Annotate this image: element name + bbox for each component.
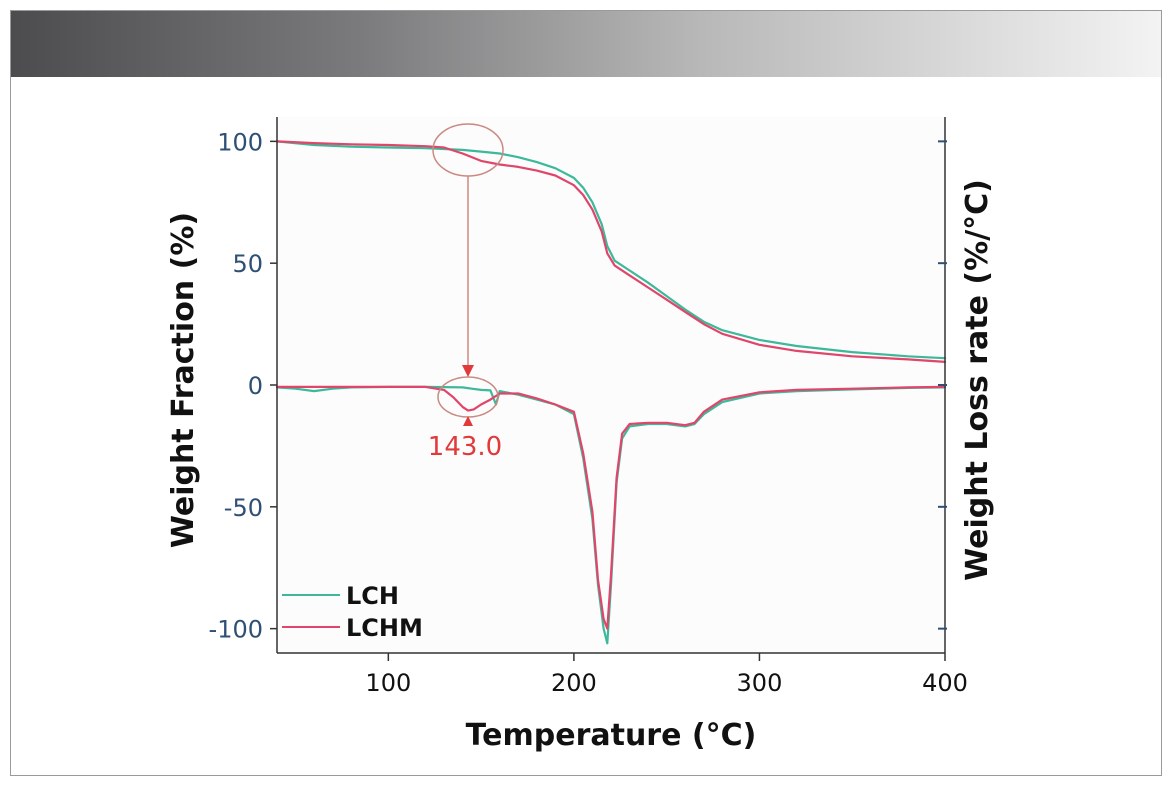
peak-marker <box>463 416 473 426</box>
y-tick-label: 50 <box>232 250 263 278</box>
series-line-lch-weight-fraction <box>275 140 947 360</box>
y-tick-label: -50 <box>224 494 263 522</box>
y-tick-label: -100 <box>209 616 263 644</box>
annotation-label: 143.0 <box>428 432 502 462</box>
annotation-arrowhead <box>462 365 474 377</box>
x-tick-label: 300 <box>737 669 783 697</box>
x-tick-label: 200 <box>551 669 597 697</box>
y-tick-label: 0 <box>248 372 263 400</box>
x-tick-label: 400 <box>922 669 968 697</box>
legend-label-lchm: LCHM <box>346 614 423 642</box>
y-axis-left-title: Weight Fraction (%) <box>166 212 201 548</box>
y-axis-right-title: Weight Loss rate (%/°C) <box>960 179 995 581</box>
series-line-lchm-weight-loss-rate <box>275 385 947 630</box>
series-line-lchm-weight-fraction <box>275 140 947 363</box>
x-tick-label: 100 <box>365 669 411 697</box>
y-tick-label: 100 <box>217 128 263 156</box>
legend-label-lch: LCH <box>346 582 399 610</box>
header-banner <box>11 11 1161 77</box>
x-axis-title: Temperature (°C) <box>466 718 757 753</box>
